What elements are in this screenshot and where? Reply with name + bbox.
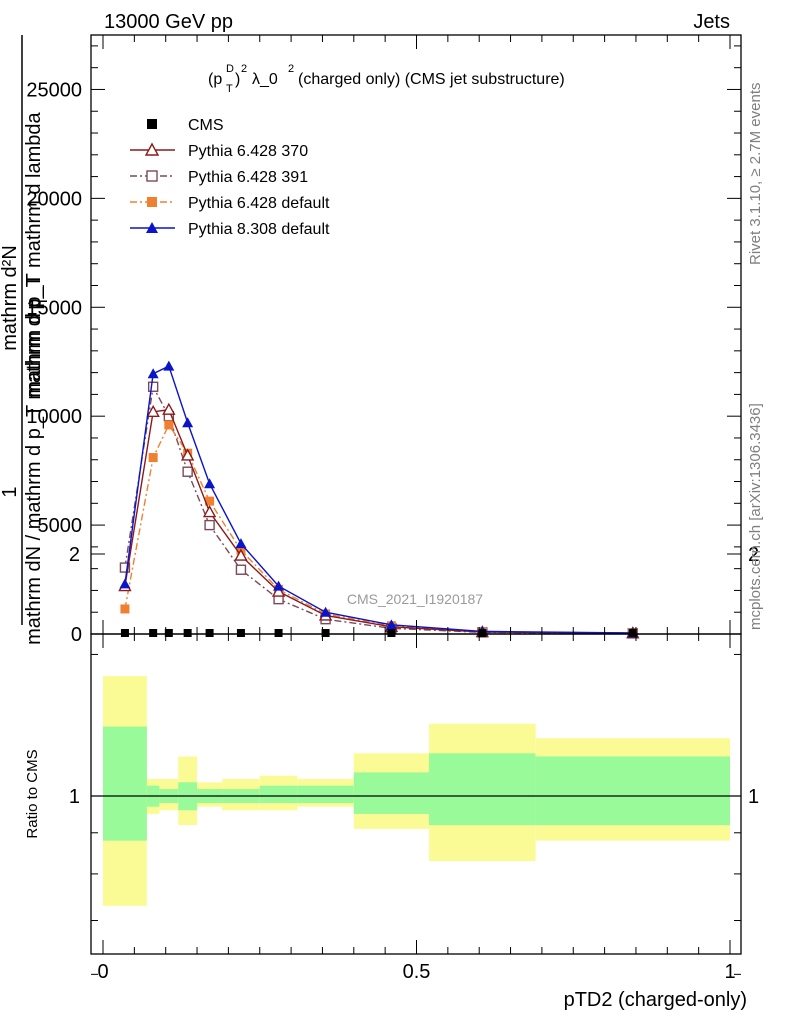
y-tick-label-main: 25000 [26, 79, 82, 101]
axis-tick-labels: 05000100001500020000250000.50.5112200.51 [26, 79, 759, 983]
ratio-band-inner [429, 753, 536, 826]
legend-label: Pythia 6.428 370 [188, 143, 308, 160]
legend-marker [147, 197, 157, 207]
data-point [321, 629, 330, 637]
data-point [236, 629, 245, 637]
data-point [387, 629, 396, 637]
ratio-band-inner [103, 726, 147, 841]
y-tick-label-main: 10000 [26, 406, 82, 428]
legend-label: Pythia 8.308 default [188, 221, 330, 238]
data-point [120, 629, 129, 637]
svg-text:2: 2 [241, 63, 247, 75]
ratio-band-inner [259, 785, 298, 804]
data-point [120, 604, 130, 614]
data-point [149, 629, 158, 637]
data-point [478, 629, 487, 637]
svg-text:2: 2 [288, 63, 294, 75]
svg-text:mathrm d p_T mathrm d lambda: mathrm d p_T mathrm d lambda [23, 111, 45, 397]
legend: CMS Pythia 6.428 370 Pythia 6.428 391 Pythi… [130, 117, 330, 238]
legend-label: Pythia 6.428 391 [188, 169, 308, 186]
data-point [628, 629, 637, 637]
data-point [163, 360, 175, 371]
ratio-band-inner [535, 756, 730, 826]
y-tick-label-ratio-right: 1 [748, 786, 759, 808]
header-left: 13000 GeV pp [104, 11, 233, 33]
plot-title: (p D T ) 2 λ_0 2 (charged only) (CMS jet… [208, 63, 565, 95]
legend-entry-cms: CMS [147, 117, 224, 134]
series-cms [120, 629, 637, 637]
legend-label: CMS [188, 117, 224, 134]
x-tick-label: 0.5 [403, 961, 431, 983]
svg-text:D: D [226, 63, 234, 75]
legend-marker [146, 170, 158, 182]
data-point [271, 584, 286, 597]
x-tick-label: 0 [97, 961, 108, 983]
legend-marker [144, 142, 160, 156]
data-point [180, 448, 195, 461]
x-axis-label: pTD2 (charged-only) [564, 989, 747, 1011]
legend-marker [147, 119, 157, 129]
watermark: CMS_2021_I1920187 [347, 591, 483, 607]
data-point [164, 629, 173, 637]
y-tick-label-ratio: 2 [69, 544, 80, 566]
data-point [182, 417, 194, 428]
data-point [204, 519, 215, 531]
rivet-label: Rivet 3.1.10, ≥ 2.7M events [747, 83, 764, 266]
data-point [164, 420, 174, 430]
svg-text:mathrm d²N: mathrm d²N [0, 245, 21, 351]
data-point [147, 368, 159, 379]
y-tick-label-main: 5000 [38, 515, 83, 537]
legend-entry-py370: Pythia 6.428 370 [130, 142, 308, 160]
data-point [235, 538, 247, 549]
legend-label: Pythia 6.428 default [188, 195, 330, 212]
mcplots-label: mcplots.cern.ch [arXiv:1306.3436] [747, 403, 764, 630]
data-point [235, 564, 247, 575]
data-point [274, 629, 283, 637]
ratio-uncertainty-bands [103, 676, 730, 906]
svg-text:(p: (p [208, 71, 222, 88]
y-tick-label-main: 15000 [26, 297, 82, 319]
data-point [204, 478, 216, 489]
data-point [273, 580, 285, 591]
legend-entry-py8: Pythia 8.308 default [130, 221, 330, 238]
y-tick-label-main: 20000 [26, 188, 82, 210]
data-point [119, 562, 131, 573]
series-line [124, 384, 633, 635]
data-point [147, 381, 159, 392]
data-point [202, 505, 217, 518]
svg-text:λ_0: λ_0 [252, 71, 278, 88]
data-point [119, 578, 131, 589]
axis-ticks [91, 35, 741, 975]
svg-text:): ) [235, 71, 240, 88]
data-point [234, 548, 248, 561]
y-tick-label-main: 0 [71, 624, 82, 646]
data-point [385, 619, 397, 630]
data-point [146, 404, 160, 418]
legend-entry-py391: Pythia 6.428 391 [130, 169, 308, 186]
data-point [162, 402, 176, 415]
main-series-group [118, 360, 640, 639]
ratio-band-inner [353, 772, 430, 814]
legend-marker [146, 222, 158, 233]
y-tick-label-ratio: 1 [69, 786, 80, 808]
x-tick-label: 1 [724, 961, 735, 983]
data-point [182, 466, 193, 477]
legend-entry-pydef: Pythia 6.428 default [130, 195, 330, 212]
data-point [205, 496, 215, 506]
main-y-axis-label: mathrm d²N mathrm d p_T mathrm d lambda … [0, 35, 45, 645]
y-tick-label-ratio-right: 2 [748, 544, 759, 566]
data-point [205, 629, 214, 637]
header-right: Jets [693, 11, 730, 33]
ratio-y-axis-label: Ratio to CMS [24, 749, 41, 838]
svg-text:T: T [226, 83, 233, 95]
data-point [148, 453, 158, 463]
data-point [183, 629, 192, 637]
svg-text:mathrm dN / mathrm d p_T mathr: mathrm dN / mathrm d p_T mathrm d p_T [23, 275, 45, 645]
svg-text:1: 1 [0, 486, 21, 497]
data-point [320, 606, 332, 617]
svg-text:(charged only) (CMS jet substr: (charged only) (CMS jet substructure) [298, 71, 565, 88]
ratio-band-inner [297, 785, 354, 804]
